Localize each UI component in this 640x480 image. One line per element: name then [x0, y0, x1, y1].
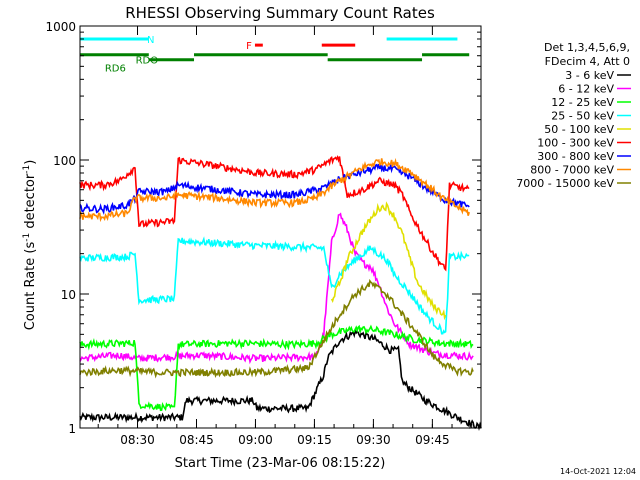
series-line-8 [79, 278, 474, 379]
series-line-1 [79, 212, 474, 365]
annotation-label: RD6 [105, 64, 126, 75]
series-line-0 [79, 329, 482, 432]
legend-title-line: Det 1,3,4,5,6,9, [544, 41, 630, 54]
x-tick-label: 09:00 [238, 433, 273, 447]
annotations: N RDO RD6 F [105, 35, 252, 75]
annotation-label: N [147, 35, 154, 46]
y-tick-label: 1000 [45, 20, 76, 34]
y-tick-label: 1 [68, 422, 76, 436]
x-tick-label: 09:45 [415, 433, 450, 447]
legend-entry-label: 100 - 300 keV [537, 137, 614, 150]
chart-title: RHESSI Observing Summary Count Rates [125, 4, 435, 22]
legend-entry-label: 12 - 25 keV [551, 96, 614, 109]
legend-entry-label: 50 - 100 keV [544, 123, 614, 136]
legend-entry-label: 6 - 12 keV [558, 83, 614, 96]
y-tick-label: 10 [61, 288, 76, 302]
y-tick-label: 100 [53, 154, 76, 168]
legend-title-line: FDecim 4, Att 0 [545, 55, 630, 68]
plot-frame [79, 25, 482, 429]
legend-entry-label: 800 - 7000 keV [530, 164, 614, 177]
svg-text:Count Rate (s-1 detector-1): Count Rate (s-1 detector-1) [22, 160, 38, 331]
x-tick-label: 09:15 [297, 433, 332, 447]
tick-labels: 08:30 08:45 09:00 09:15 09:30 09:45 1 10 100 1000 [45, 20, 449, 447]
series-line-4 [330, 201, 447, 321]
legend-entry-label: 7000 - 15000 keV [516, 177, 614, 190]
x-tick-label: 08:30 [120, 433, 155, 447]
status-bars [80, 37, 470, 62]
legend-entry-label: 300 - 800 keV [537, 150, 614, 163]
series-line-2 [79, 324, 474, 412]
series-line-3 [79, 236, 470, 335]
series-layer [79, 154, 482, 432]
legend-entry-label: 3 - 6 keV [565, 69, 614, 82]
annotation-label: RDO [136, 56, 159, 67]
timestamp: 14-Oct-2021 12:04 [560, 467, 636, 476]
legend-entry-label: 25 - 50 keV [551, 110, 614, 123]
series-line-5 [79, 154, 470, 272]
axes [79, 25, 482, 429]
series-line-7 [79, 157, 470, 223]
x-tick-label: 08:45 [179, 433, 214, 447]
x-axis-label: Start Time (23-Mar-06 08:15:22) [175, 456, 386, 471]
y-axis-label: Count Rate (s-1 detector-1) [22, 160, 38, 331]
legend: Det 1,3,4,5,6,9, FDecim 4, Att 0 3 - 6 k… [516, 41, 631, 190]
x-tick-label: 09:30 [356, 433, 391, 447]
annotation-label: F [246, 41, 252, 52]
